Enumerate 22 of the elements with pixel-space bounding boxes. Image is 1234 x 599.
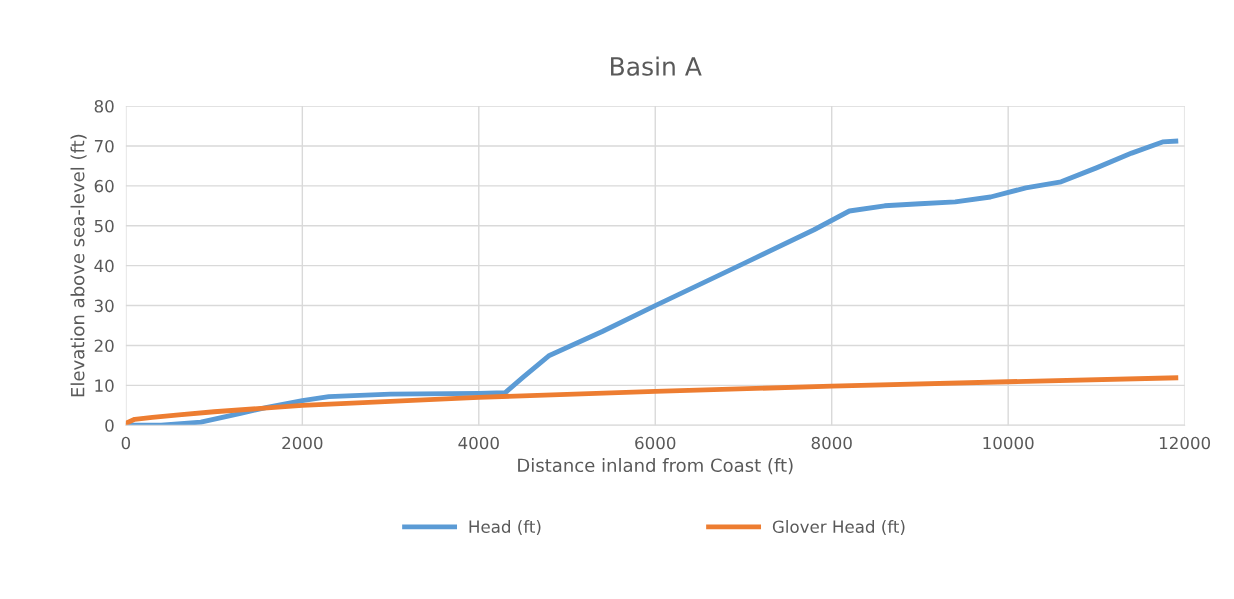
x-tick-label: 4000 (458, 436, 499, 450)
x-tick-label: 10000 (983, 436, 1034, 450)
y-tick-label: 0 (105, 419, 114, 432)
x-axis-title: Distance inland from Coast (ft) (518, 458, 793, 475)
x-tick-label: 6000 (635, 436, 676, 450)
y-tick-label: 40 (94, 259, 114, 273)
x-tick-label: 0 (121, 436, 131, 450)
y-tick-label: 70 (94, 139, 114, 153)
x-tick-label: 8000 (811, 436, 852, 450)
x-tick-label: 2000 (282, 436, 323, 450)
y-tick-label: 50 (94, 219, 114, 233)
legend-label: Head (ft) (469, 520, 541, 535)
line-series (125, 375, 1179, 426)
legend-label: Glover Head (ft) (772, 520, 905, 535)
y-axis-title: Elevation above sea-level (ft) (70, 134, 87, 397)
y-tick-label: 80 (94, 99, 114, 113)
x-tick-label: 12000 (1159, 436, 1211, 450)
y-tick-label: 60 (94, 179, 114, 193)
y-tick-label: 20 (94, 339, 114, 353)
y-tick-label: 10 (95, 379, 114, 392)
chart-title: Basin A (611, 56, 702, 76)
y-tick-label: 30 (94, 299, 114, 313)
